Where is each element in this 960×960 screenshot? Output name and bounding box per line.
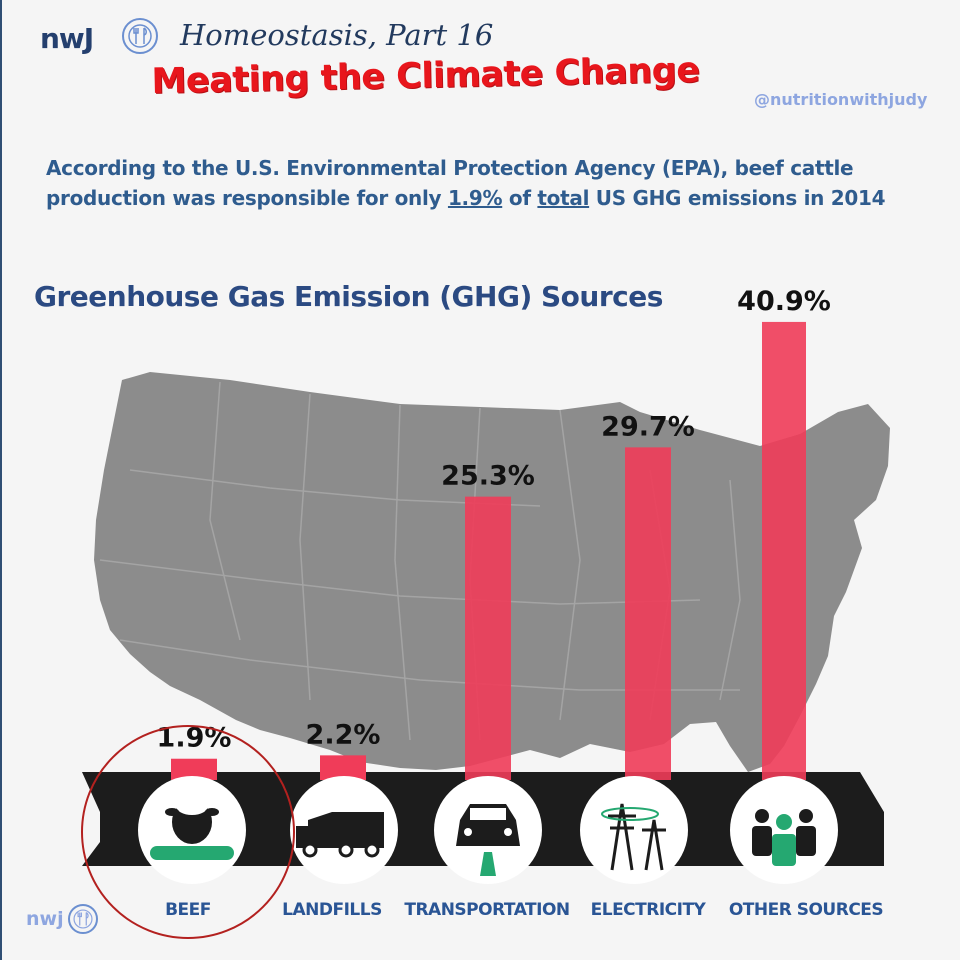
social-handle: @nutritionwithjudy xyxy=(754,90,928,109)
value-label-other-sources: 40.9% xyxy=(737,286,831,317)
intro-highlight-word: total xyxy=(537,186,590,210)
beef-highlight-circle xyxy=(81,725,295,939)
intro-highlight-value: 1.9% xyxy=(447,186,503,210)
bar-beef xyxy=(171,758,217,780)
left-border xyxy=(0,0,2,960)
footer-brand: nwj xyxy=(26,908,64,930)
value-labels: 1.9% 2.2%25.3%29.7%40.9% xyxy=(157,286,831,754)
bar-other-sources xyxy=(762,321,806,780)
intro-part-1: According to the U.S. Environmental Prot… xyxy=(46,156,854,210)
category-label-other-sources: OTHER SOURCES xyxy=(728,900,884,920)
series-title: Homeostasis, Part 16 xyxy=(180,18,494,52)
value-label-landfills: 2.2% xyxy=(306,719,381,750)
bar-transportation xyxy=(465,496,511,780)
intro-text: According to the U.S. Environmental Prot… xyxy=(46,153,946,213)
car-icon xyxy=(456,804,520,876)
power-tower-icon xyxy=(601,803,666,871)
garbage-truck-icon xyxy=(296,812,384,858)
intro-part-2: of xyxy=(508,186,531,210)
category-label-landfills: LANDFILLS xyxy=(282,900,382,920)
value-label-electricity: 29.7% xyxy=(601,411,695,442)
category-label-transportation: TRANSPORTATION xyxy=(404,900,570,920)
bar-electricity xyxy=(625,447,671,780)
category-label-electricity: ELECTRICITY xyxy=(590,900,706,920)
footer-plate-icon xyxy=(68,904,98,934)
electricity-icon-circle xyxy=(580,776,688,884)
value-label-transportation: 25.3% xyxy=(441,461,535,492)
category-label-beef: BEEF xyxy=(165,900,211,920)
chart-title: Greenhouse Gas Emission (GHG) Sources xyxy=(34,280,663,313)
intro-part-3: US GHG emissions in 2014 xyxy=(595,186,886,210)
cow-icon xyxy=(150,797,234,860)
bars xyxy=(171,321,806,780)
people-icon xyxy=(752,809,816,866)
plate-utensils-icon xyxy=(122,18,158,54)
brand-logo-text: nwJ xyxy=(40,22,94,55)
bar-landfills xyxy=(320,755,366,780)
